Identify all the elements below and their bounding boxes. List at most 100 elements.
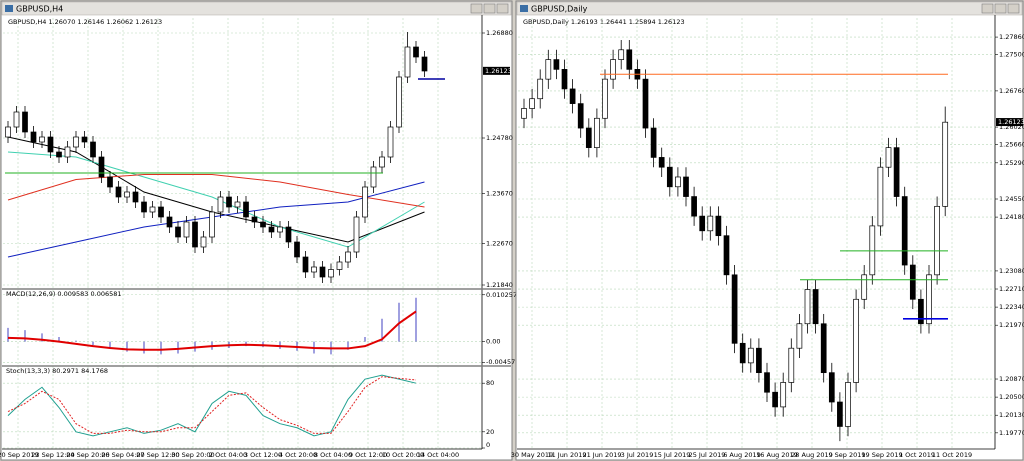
candle-body (124, 191, 130, 198)
close-button[interactable] (496, 3, 509, 14)
candle-body (796, 323, 803, 349)
candle-body (812, 289, 819, 325)
stoch-label: Stoch(13,3,3) 80.2971 84.1768 (6, 367, 108, 375)
candle-body (387, 126, 394, 158)
x-tick-label: 30 Sep 20:00 (171, 451, 214, 459)
candle-body (699, 215, 706, 232)
y-tick-label: 1.19770 (999, 429, 1024, 437)
candle-body (885, 147, 892, 168)
candle-body (5, 126, 11, 138)
y-tick-label: 1.25660 (999, 141, 1024, 149)
candle-body (853, 298, 859, 383)
candle-body (30, 131, 37, 143)
x-tick-label: 3 Oct 12:00 (244, 451, 282, 459)
y-tick-label: 1.24180 (999, 213, 1024, 221)
candle-body (39, 136, 45, 143)
close-button[interactable] (1007, 3, 1020, 14)
candle-body (666, 166, 673, 188)
candle-body (209, 211, 215, 238)
maximize-button[interactable] (483, 3, 496, 14)
candle-body (277, 226, 283, 233)
candle-body (845, 382, 851, 427)
candle-body (756, 347, 762, 374)
candle-body (723, 235, 730, 276)
window-title: GBPUSD,H4 (16, 5, 63, 14)
candle-body (90, 141, 96, 158)
candle-body (98, 156, 105, 178)
moving-average (7, 174, 425, 208)
candle-body (311, 266, 317, 273)
candle-body (175, 226, 181, 238)
window-title: GBPUSD,Daily (531, 5, 588, 14)
minimize-button[interactable] (470, 3, 483, 14)
candle-body (804, 289, 811, 325)
x-tick-label: 11 Jun 2019 (547, 451, 586, 459)
candle-body (226, 196, 232, 208)
title-bar (516, 1, 1023, 16)
candle-body (268, 226, 275, 233)
chart-info: GBPUSD,Daily 1.26193 1.26441 1.25894 1.2… (523, 18, 685, 26)
candle-body (141, 201, 147, 213)
candle-body (837, 401, 843, 427)
candle-body (877, 166, 884, 227)
candle-body (893, 147, 900, 197)
candle-body (561, 69, 568, 90)
y-tick-label: 1.24780 (486, 134, 513, 142)
x-tick-label: 28 Aug 2019 (791, 451, 833, 459)
candle-body (594, 117, 600, 148)
candle-body (260, 221, 266, 228)
maximize-button[interactable] (994, 3, 1007, 14)
y-tick-label: 0.00 (486, 338, 500, 346)
candle-body (780, 382, 787, 408)
last-price: 1.26123 (998, 118, 1024, 126)
x-tick-label: 26 Sep 04:00 (101, 451, 144, 459)
candle-body (820, 323, 827, 374)
x-tick-label: 4 Oct 20:00 (279, 451, 317, 459)
y-tick-label: 0.010257 (486, 291, 517, 299)
x-tick-label: 20 Sep 2019 (0, 451, 39, 459)
candle-body (353, 216, 360, 253)
y-tick-label: 1.21970 (999, 321, 1024, 329)
candle-body (707, 215, 714, 232)
x-tick-label: 23 Sep 12:00 (31, 451, 74, 459)
candle-body (413, 46, 419, 58)
y-tick-label: 1.26880 (486, 29, 513, 37)
y-tick-label: 1.23670 (486, 190, 513, 198)
candle-body (934, 205, 940, 276)
candle-body (577, 103, 584, 129)
x-tick-label: 21 Jun 2019 (582, 451, 621, 459)
candle-body (379, 156, 385, 168)
x-tick-label: 19 Sep 2019 (861, 451, 902, 459)
candle-body (107, 176, 113, 188)
x-tick-label: 3 Jul 2019 (621, 451, 654, 459)
candle-body (47, 136, 54, 153)
y-tick-label: 1.22710 (999, 285, 1024, 293)
x-tick-label: 14 Oct 04:00 (417, 451, 459, 459)
x-tick-label: 9 Oct 12:00 (349, 451, 387, 459)
candle-body (828, 372, 835, 403)
candle-body (658, 157, 665, 168)
candle-body (861, 274, 868, 300)
x-tick-label: 8 Oct 04:00 (314, 451, 352, 459)
window-icon (520, 5, 528, 12)
window-border (0, 0, 513, 461)
x-tick-label: 11 Oct 2019 (932, 451, 972, 459)
candle-body (715, 215, 722, 237)
candle-body (926, 274, 932, 325)
x-tick-label: 1 Oct 2019 (899, 451, 935, 459)
x-tick-label: 27 Sep 12:00 (136, 451, 179, 459)
y-tick-label: 0 (486, 441, 490, 449)
candle-body (217, 196, 224, 213)
candle-body (909, 264, 916, 300)
candle-body (158, 206, 164, 218)
chart-info: GBPUSD,H4 1.26070 1.26146 1.26062 1.2612… (8, 18, 162, 26)
candle-body (764, 372, 770, 393)
candle-body (192, 221, 198, 248)
candle-body (328, 269, 334, 278)
candle-body (772, 391, 778, 408)
candle-body (739, 342, 746, 364)
minimize-button[interactable] (981, 3, 994, 14)
candle-body (675, 176, 681, 188)
y-tick-label: 1.22340 (999, 303, 1024, 311)
